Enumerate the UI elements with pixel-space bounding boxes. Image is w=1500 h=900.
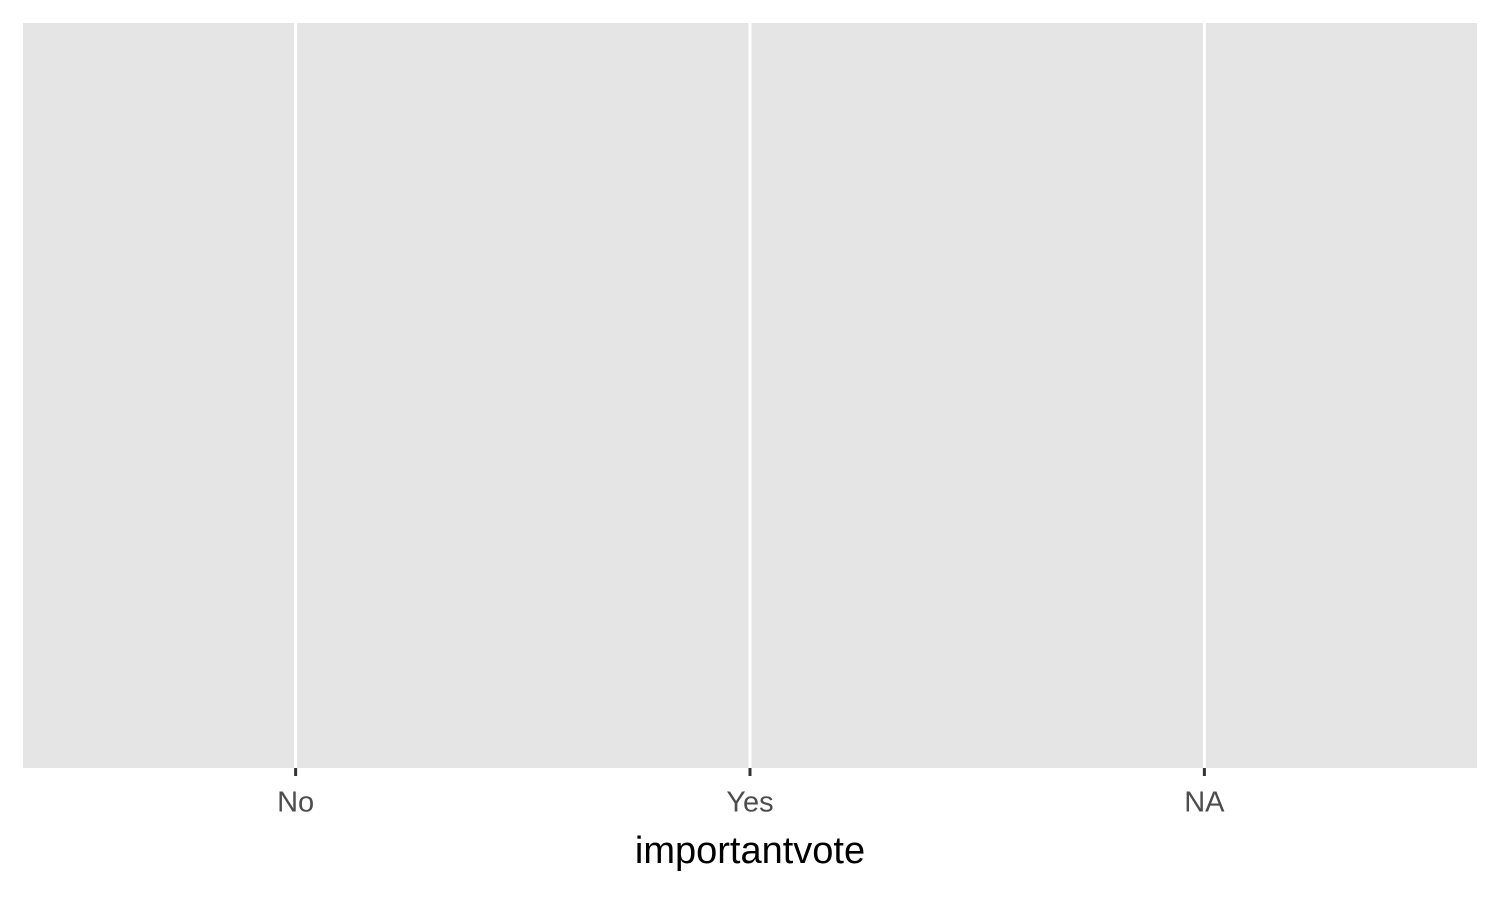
x-tick-label: No bbox=[277, 787, 314, 819]
x-tick-label: Yes bbox=[726, 787, 773, 819]
x-tick-label: NA bbox=[1184, 787, 1225, 819]
x-axis-title: importantvote bbox=[635, 830, 865, 872]
